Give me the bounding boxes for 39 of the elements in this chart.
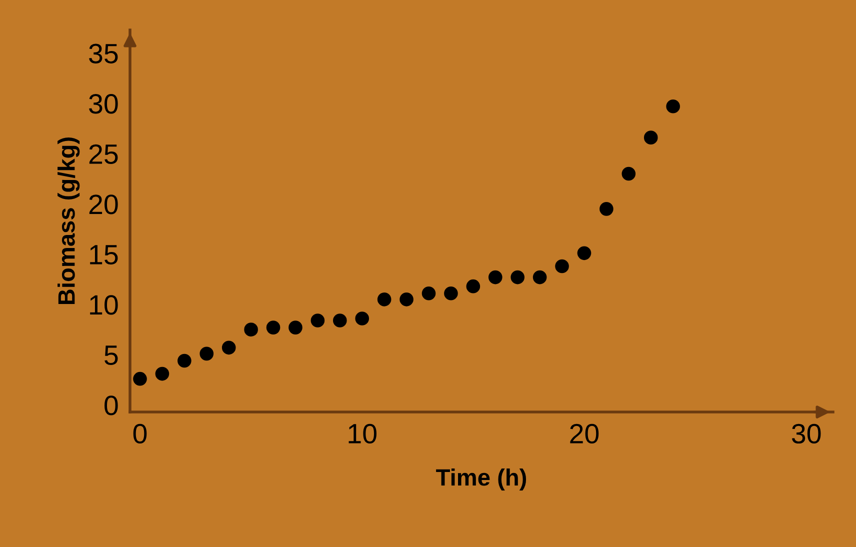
point <box>644 130 658 144</box>
x-tick-label: 20 <box>570 424 599 444</box>
point <box>178 354 192 368</box>
point <box>288 320 302 334</box>
point <box>266 320 280 334</box>
point <box>532 270 547 284</box>
y-tick-label: 35 <box>89 44 118 64</box>
y-tick-label: 20 <box>89 194 118 214</box>
y-tick-label: 25 <box>89 144 118 164</box>
point <box>666 99 680 114</box>
x-tick-label: 0 <box>133 424 147 444</box>
y-tick-label: 10 <box>90 295 118 315</box>
point <box>510 270 524 284</box>
y-tick-label: 30 <box>89 94 118 114</box>
y-tick-label: 15 <box>90 245 118 265</box>
point <box>555 259 569 274</box>
point <box>577 246 592 260</box>
point <box>155 366 170 381</box>
point <box>200 346 214 361</box>
x-tick-label: 30 <box>792 424 821 444</box>
point <box>466 279 480 294</box>
point <box>377 292 392 306</box>
point <box>310 314 325 328</box>
point <box>244 322 258 336</box>
point <box>355 312 370 326</box>
x-axis-title: Time (h) <box>436 468 526 490</box>
y-axis-title: Biomass (g/kg) <box>58 138 80 304</box>
point <box>600 202 614 216</box>
point <box>622 166 636 181</box>
y-tick-label: 0 <box>104 396 118 416</box>
y-tick-label: 5 <box>104 346 118 366</box>
point <box>133 372 147 386</box>
point <box>422 286 436 300</box>
point <box>400 292 414 306</box>
point <box>332 314 347 328</box>
x-tick-label: 10 <box>348 424 376 444</box>
point <box>488 270 502 284</box>
point <box>444 286 458 300</box>
point <box>222 340 236 355</box>
